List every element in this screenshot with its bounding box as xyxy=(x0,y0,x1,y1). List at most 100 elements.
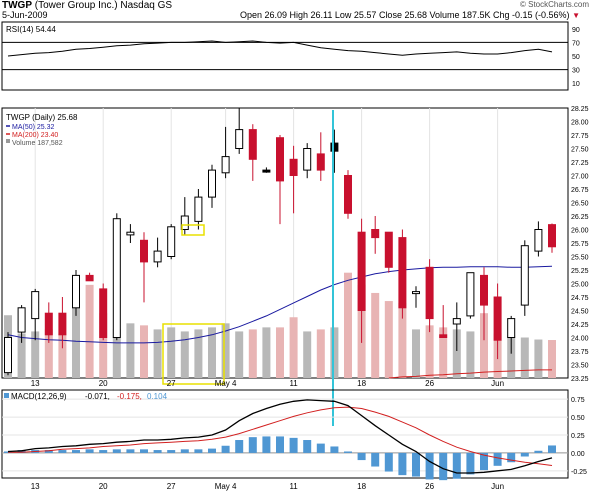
candle-body xyxy=(153,250,162,263)
macd-histogram-bar xyxy=(44,450,53,453)
volume-bar xyxy=(276,327,284,378)
price-tick-label: 26.75 xyxy=(571,187,589,194)
macd-date-tick-label: 18 xyxy=(357,482,366,491)
candle-body xyxy=(452,318,461,325)
volume-bar xyxy=(221,323,230,378)
candle-body xyxy=(330,142,339,152)
macd-hist-value: 0.104 xyxy=(147,392,168,401)
candle-body xyxy=(493,296,502,341)
macd-histogram-bar xyxy=(262,436,271,453)
candle-body xyxy=(180,215,189,230)
volume-bar xyxy=(289,317,298,378)
volume-bar xyxy=(180,331,189,378)
volume-bar xyxy=(31,331,40,378)
candle-body xyxy=(235,129,244,150)
volume-bar xyxy=(153,329,162,378)
macd-histogram-bar xyxy=(357,452,366,461)
macd-histogram-bar xyxy=(153,450,162,453)
macd-histogram-bar xyxy=(99,450,108,453)
volume-bar xyxy=(85,284,94,378)
price-title: TWGP (Daily) 25.68 xyxy=(6,113,78,122)
macd-histogram-bar xyxy=(85,449,94,453)
rsi-tick-label: 90 xyxy=(572,27,580,34)
price-tick-label: 24.75 xyxy=(571,295,589,302)
price-tick-label: 26.00 xyxy=(571,228,589,235)
volume-bar xyxy=(126,323,135,378)
candle-body xyxy=(412,291,420,295)
macd-tick-label: 0.75 xyxy=(571,397,585,404)
volume-bar xyxy=(412,329,420,378)
candle-body xyxy=(398,237,407,309)
volume-bar xyxy=(466,331,475,378)
rsi-series-line xyxy=(7,40,553,57)
candle-body xyxy=(44,312,53,336)
ticker-symbol: TWGP xyxy=(2,0,32,11)
volume-bar xyxy=(194,329,203,378)
rsi-label: RSI(14) 54.44 xyxy=(6,25,56,34)
rsi-panel: RSI(14) 54.44 10 30 50 70 90 xyxy=(1,21,580,91)
macd-histogram-bar xyxy=(520,452,529,457)
macd-histogram-bar xyxy=(316,443,325,453)
macd-legend-swatch xyxy=(4,393,9,398)
candle-body xyxy=(507,318,516,339)
macd-tick-label: 0.00 xyxy=(571,451,585,458)
macd-histogram-bar xyxy=(371,452,380,467)
candle-body xyxy=(548,224,556,248)
macd-histogram-bar xyxy=(289,437,298,453)
candle-body xyxy=(262,169,271,173)
price-tick-label: 27.00 xyxy=(571,174,589,181)
volume-bar xyxy=(235,331,244,378)
macd-panel: MACD(12,26,9) -0.071, -0.175, 0.104 -0.2… xyxy=(1,389,587,491)
volume-bar xyxy=(520,337,529,378)
candle-body xyxy=(357,231,366,311)
candle-body xyxy=(384,231,393,268)
watermark: © StockCharts.com xyxy=(520,0,590,9)
date-tick-label: 26 xyxy=(425,379,434,388)
candle-body xyxy=(167,226,176,258)
price-tick-label: 24.00 xyxy=(571,336,589,343)
macd-date-tick-label: 11 xyxy=(289,482,298,491)
macd-histogram-bar xyxy=(384,452,393,472)
price-tick-label: 24.25 xyxy=(571,322,589,329)
price-tick-label: 27.50 xyxy=(571,147,589,154)
macd-histogram-bar xyxy=(412,452,420,477)
macd-histogram-bar xyxy=(194,449,203,453)
macd-histogram-bar xyxy=(72,450,80,453)
macd-tick-label: -0.25 xyxy=(571,469,587,476)
macd-date-tick-label: Jun xyxy=(491,482,504,491)
rsi-frame xyxy=(1,21,569,91)
price-tick-label: 28.00 xyxy=(571,120,589,127)
macd-date-tick-label: May 4 xyxy=(215,482,237,491)
candle-body xyxy=(72,274,80,309)
ma200-line xyxy=(388,369,552,379)
date-tick-label: 13 xyxy=(31,379,40,388)
company-name: (Tower Group Inc.) xyxy=(34,0,118,11)
macd-histogram-bar xyxy=(17,450,26,453)
macd-histogram-bar xyxy=(167,450,176,453)
date-tick-label: 27 xyxy=(167,379,176,388)
date-tick-label: 20 xyxy=(99,379,108,388)
candle-body xyxy=(480,274,488,306)
candle-body xyxy=(344,175,352,214)
rsi-tick-label: 10 xyxy=(572,81,580,88)
quote-date: 5-Jun-2009 xyxy=(2,10,48,20)
macd-histogram-bar xyxy=(221,445,230,453)
volume-bar xyxy=(58,333,67,378)
volume-bar xyxy=(371,292,380,378)
volume-bar xyxy=(99,313,108,378)
macd-histogram-bar xyxy=(452,452,461,479)
macd-date-tick-label: 20 xyxy=(99,482,108,491)
volume-bar xyxy=(425,325,434,378)
macd-label: MACD(12,26,9) xyxy=(11,392,67,401)
candle-body xyxy=(289,158,298,177)
macd-histogram-bar xyxy=(425,452,434,480)
candle-body xyxy=(425,266,434,320)
candle-body xyxy=(248,129,257,160)
price-legend: TWGP (Daily) 25.68 MA(50) 25.32 MA(200) … xyxy=(6,113,78,147)
macd-histogram-bar xyxy=(534,450,543,453)
macd-signal-value: -0.175, xyxy=(117,392,142,401)
volume-bar xyxy=(303,331,312,378)
candle-body xyxy=(534,229,543,252)
volume-bar xyxy=(44,329,53,378)
volume-bar xyxy=(330,327,339,378)
